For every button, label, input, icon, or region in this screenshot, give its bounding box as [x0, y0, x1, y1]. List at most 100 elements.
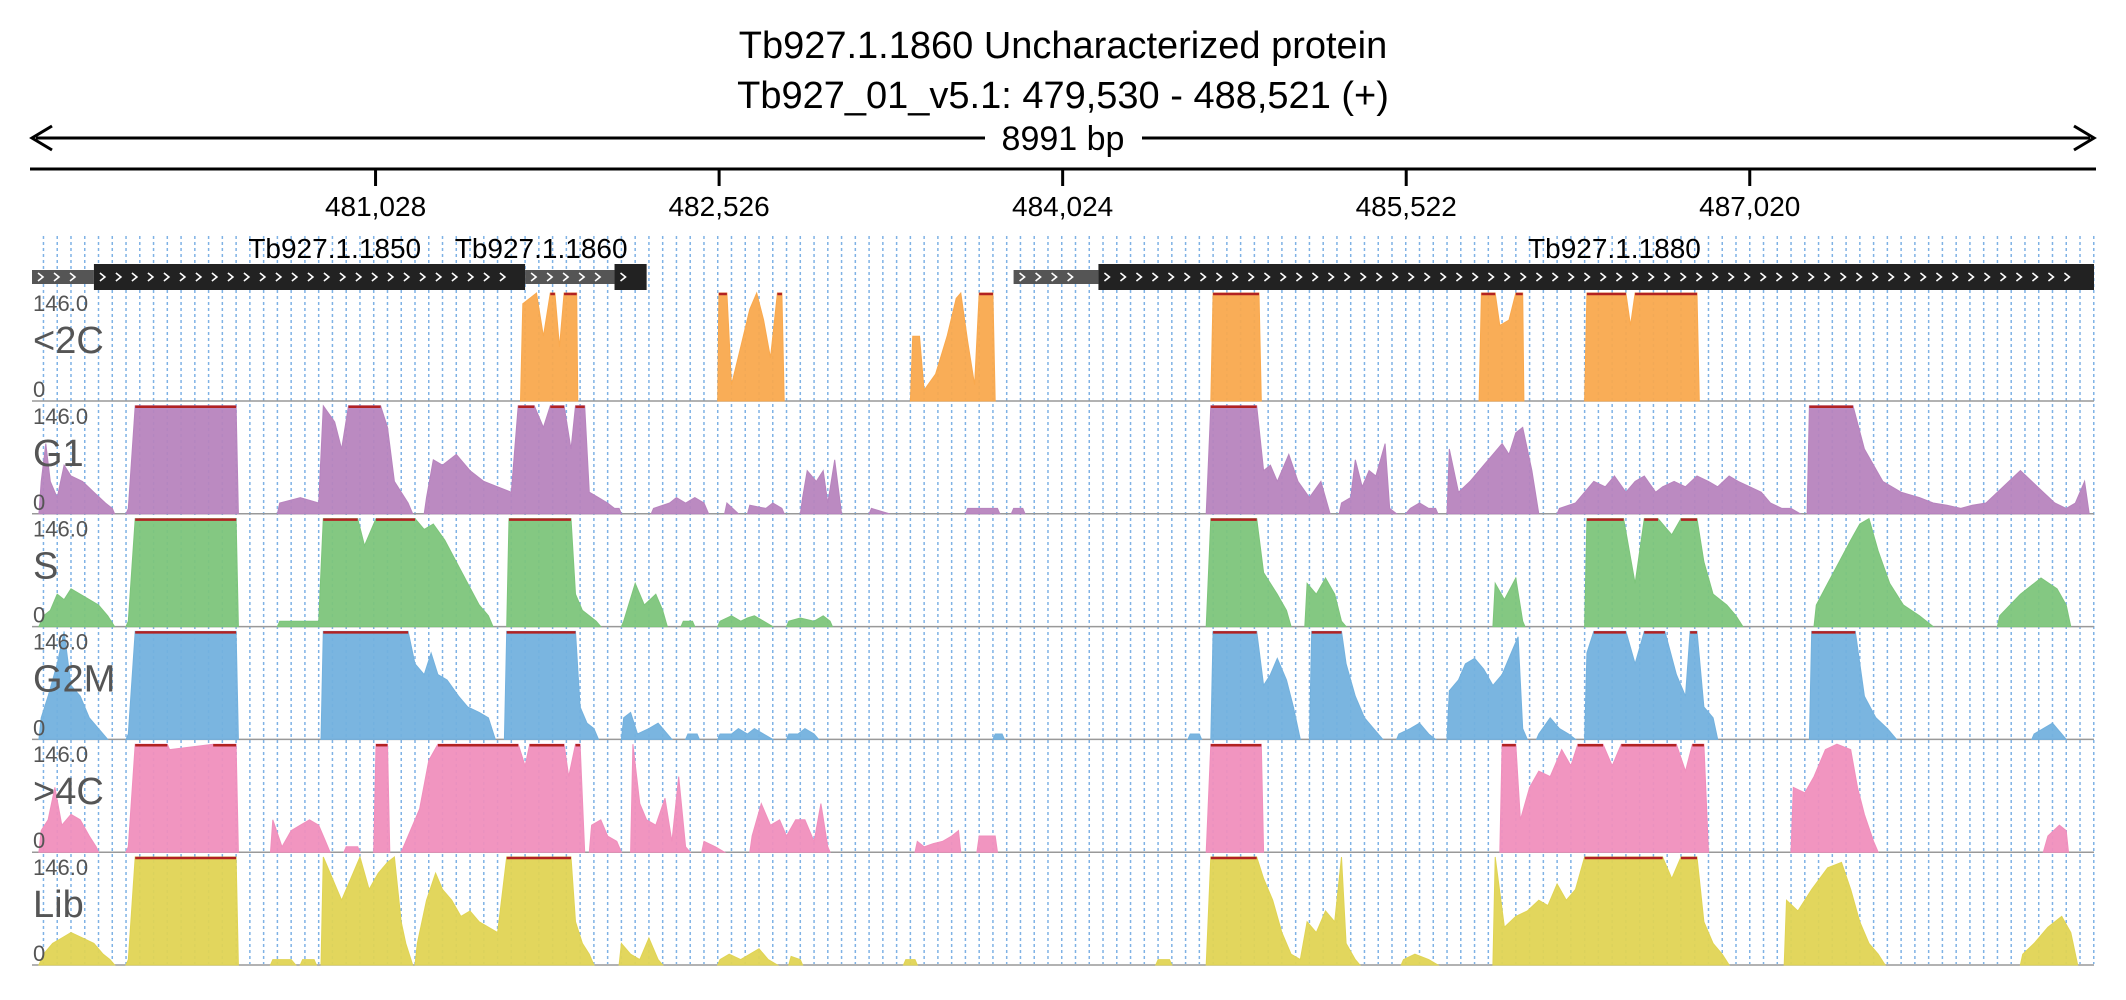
strand-chevron-icon: [1135, 272, 1143, 282]
strand-chevron-icon: [1247, 272, 1255, 282]
track-name: Lib: [33, 884, 84, 926]
span-arrow-left-icon: [29, 124, 53, 152]
strand-chevron-icon: [467, 272, 475, 282]
track-ymin-label: 0: [33, 828, 45, 853]
strand-chevron-icon: [1631, 272, 1639, 282]
strand-chevron-icon: [2047, 272, 2055, 282]
strand-chevron-icon: [562, 272, 570, 282]
coverage-track: 146.0 0 G1: [32, 404, 2094, 515]
strand-chevron-icon: [1455, 272, 1463, 282]
strand-chevron-icon: [1791, 272, 1799, 282]
strand-chevron-icon: [578, 272, 586, 282]
strand-chevron-icon: [1919, 272, 1927, 282]
track-ymax-label: 146.0: [33, 517, 88, 542]
strand-chevron-icon: [1103, 272, 1111, 282]
strand-chevron-icon: [1167, 272, 1175, 282]
strand-chevron-icon: [435, 272, 443, 282]
track-name: G1: [33, 433, 84, 475]
figure-title: Tb927.1.1860 Uncharacterized protein: [739, 25, 1388, 67]
strand-chevron-icon: [1119, 272, 1127, 282]
strand-chevron-icon: [1983, 272, 1991, 282]
strand-chevron-icon: [1311, 272, 1319, 282]
strand-chevron-icon: [1727, 272, 1735, 282]
strand-chevron-icon: [1807, 272, 1815, 282]
strand-chevron-icon: [1263, 272, 1271, 282]
strand-chevron-icon: [53, 272, 61, 282]
strand-chevron-icon: [1487, 272, 1495, 282]
coverage-track: 146.0 0 <2C: [32, 291, 2094, 402]
strand-chevron-icon: [620, 272, 627, 282]
coverage-track: 146.0 0 >4C: [32, 742, 2094, 853]
strand-chevron-icon: [307, 272, 315, 282]
strand-chevron-icon: [594, 272, 602, 282]
axis-tick-label: 482,526: [668, 191, 769, 222]
gene-block: [614, 264, 647, 290]
strand-chevron-icon: [1151, 272, 1159, 282]
strand-chevron-icon: [1871, 272, 1879, 282]
strand-chevron-icon: [163, 272, 171, 282]
strand-chevron-icon: [323, 272, 331, 282]
strand-chevron-icon: [37, 272, 45, 282]
strand-chevron-icon: [1391, 272, 1399, 282]
strand-chevron-icon: [115, 272, 123, 282]
coverage-track: 146.0 0 G2M: [32, 629, 2094, 740]
track-ymax-label: 146.0: [33, 855, 88, 880]
coverage-area: [38, 855, 2079, 966]
coverage-area: [38, 630, 2068, 740]
strand-chevron-icon: [1051, 272, 1058, 282]
strand-chevron-icon: [69, 272, 77, 282]
strand-chevron-icon: [1711, 272, 1719, 282]
strand-chevron-icon: [1839, 272, 1847, 282]
coverage-area: [519, 291, 1700, 402]
strand-chevron-icon: [1035, 272, 1042, 282]
strand-chevron-icon: [1999, 272, 2007, 282]
gene-block: [93, 264, 526, 290]
strand-chevron-icon: [1887, 272, 1895, 282]
strand-chevron-icon: [291, 272, 299, 282]
strand-chevron-icon: [355, 272, 363, 282]
strand-chevron-icon: [1231, 272, 1239, 282]
track-name: >4C: [33, 771, 104, 813]
track-ymax-label: 146.0: [33, 742, 88, 767]
coverage-track: 146.0 0 Lib: [32, 855, 2094, 966]
track-ymax-label: 146.0: [33, 404, 88, 429]
track-ymax-label: 146.0: [33, 629, 88, 654]
strand-chevron-icon: [1903, 272, 1911, 282]
strand-chevron-icon: [259, 272, 267, 282]
axis-tick-label: 481,028: [325, 191, 426, 222]
coverage-track: 146.0 0 S: [32, 517, 2094, 628]
axis-tick-label: 484,024: [1012, 191, 1113, 222]
strand-chevron-icon: [339, 272, 347, 282]
strand-chevron-icon: [1743, 272, 1751, 282]
strand-chevron-icon: [1423, 272, 1431, 282]
span-length-label: 8991 bp: [1002, 120, 1125, 158]
strand-chevron-icon: [371, 272, 379, 282]
strand-chevron-icon: [147, 272, 155, 282]
strand-chevron-icon: [1067, 272, 1074, 282]
strand-chevron-icon: [1647, 272, 1655, 282]
strand-chevron-icon: [1935, 272, 1943, 282]
strand-chevron-icon: [2031, 272, 2039, 282]
strand-chevron-icon: [387, 272, 395, 282]
strand-chevron-icon: [1407, 272, 1415, 282]
track-ymin-label: 0: [33, 715, 45, 740]
track-ymin-label: 0: [33, 377, 45, 402]
track-ymin-label: 0: [33, 941, 45, 966]
strand-chevron-icon: [2063, 272, 2071, 282]
strand-chevron-icon: [1679, 272, 1687, 282]
strand-chevron-icon: [1759, 272, 1767, 282]
figure-subtitle: Tb927_01_v5.1: 479,530 - 488,521 (+): [737, 75, 1389, 117]
axis-tick-label: 485,522: [1356, 191, 1457, 222]
strand-chevron-icon: [530, 272, 538, 282]
strand-chevron-icon: [1019, 272, 1026, 282]
strand-chevron-icon: [1583, 272, 1591, 282]
coverage-area: [38, 517, 2072, 628]
strand-chevron-icon: [1599, 272, 1607, 282]
strand-chevron-icon: [275, 272, 283, 282]
gene-annotation-track: Tb927.1.1850 Tb927.1.1860 Tb927.1.1880: [32, 233, 2094, 290]
strand-chevron-icon: [419, 272, 427, 282]
strand-chevron-icon: [1375, 272, 1383, 282]
gene-label: Tb927.1.1860: [455, 233, 628, 264]
track-ymin-label: 0: [33, 603, 45, 628]
coordinate-axis: 481,028 482,526 484,024 485,522 487,020: [30, 167, 2096, 222]
